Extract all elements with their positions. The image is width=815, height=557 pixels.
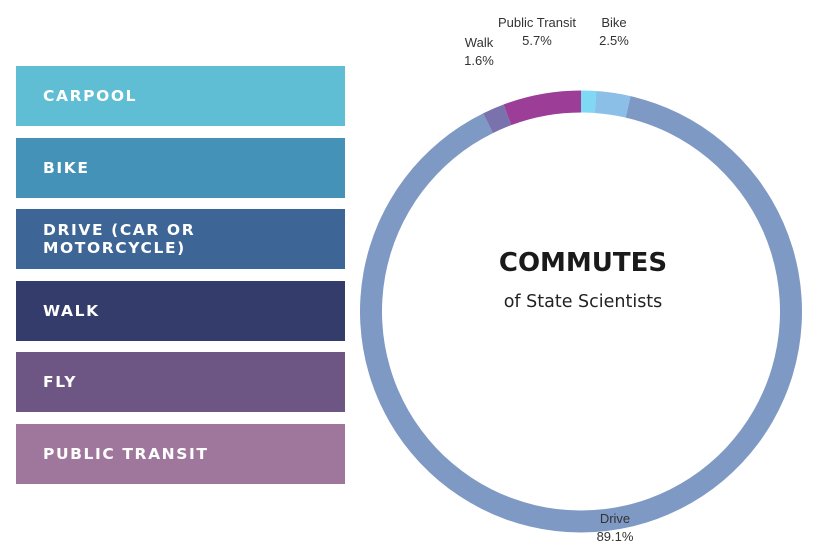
slice-value-public-transit: 5.7%: [522, 33, 552, 48]
slice-label-public-transit: Public Transit: [498, 15, 576, 30]
slice-value-walk: 1.6%: [464, 53, 494, 68]
slice-value-bike: 2.5%: [599, 33, 629, 48]
slice-label-walk: Walk: [465, 35, 494, 50]
legend-item-label: DRIVE (CAR OR MOTORCYCLE): [43, 221, 196, 258]
legend-item-label: BIKE: [43, 158, 90, 177]
legend-item-label: WALK: [43, 301, 100, 320]
legend-item-drive: DRIVE (CAR OR MOTORCYCLE): [16, 209, 345, 270]
legend-item-walk: WALK: [16, 280, 345, 341]
legend-item-fly: FLY: [16, 352, 345, 413]
slice-drive: [360, 96, 802, 533]
legend-item-bike: BIKE: [16, 137, 345, 198]
slice-label-bike: Bike: [601, 15, 626, 30]
legend-item-public-transit: PUBLIC TRANSIT: [16, 423, 345, 484]
legend-item-label: CARPOOL: [43, 87, 138, 105]
slice-labels: Bike 2.5% Drive 89.1% Walk 1.6% Public Transit…: [464, 15, 634, 544]
slice-public-transit: [503, 90, 581, 126]
chart-title: COMMUTES: [499, 248, 667, 278]
legend-item-label: FLY: [43, 373, 78, 392]
slice-walk: [483, 104, 512, 134]
chart-subtitle: of State Scientists: [504, 292, 663, 312]
legend-item-carpool: CARPOOL: [16, 66, 345, 126]
slice-carpool: [581, 90, 597, 113]
slice-value-drive: 89.1%: [597, 529, 634, 544]
slice-bike: [594, 91, 631, 118]
legend-item-label: PUBLIC TRANSIT: [43, 444, 209, 463]
legend: CARPOOL BIKE DRIVE (CAR OR MOTORCYCLE) W…: [16, 66, 345, 496]
donut-slices: [360, 90, 802, 533]
slice-label-drive: Drive: [600, 511, 630, 526]
